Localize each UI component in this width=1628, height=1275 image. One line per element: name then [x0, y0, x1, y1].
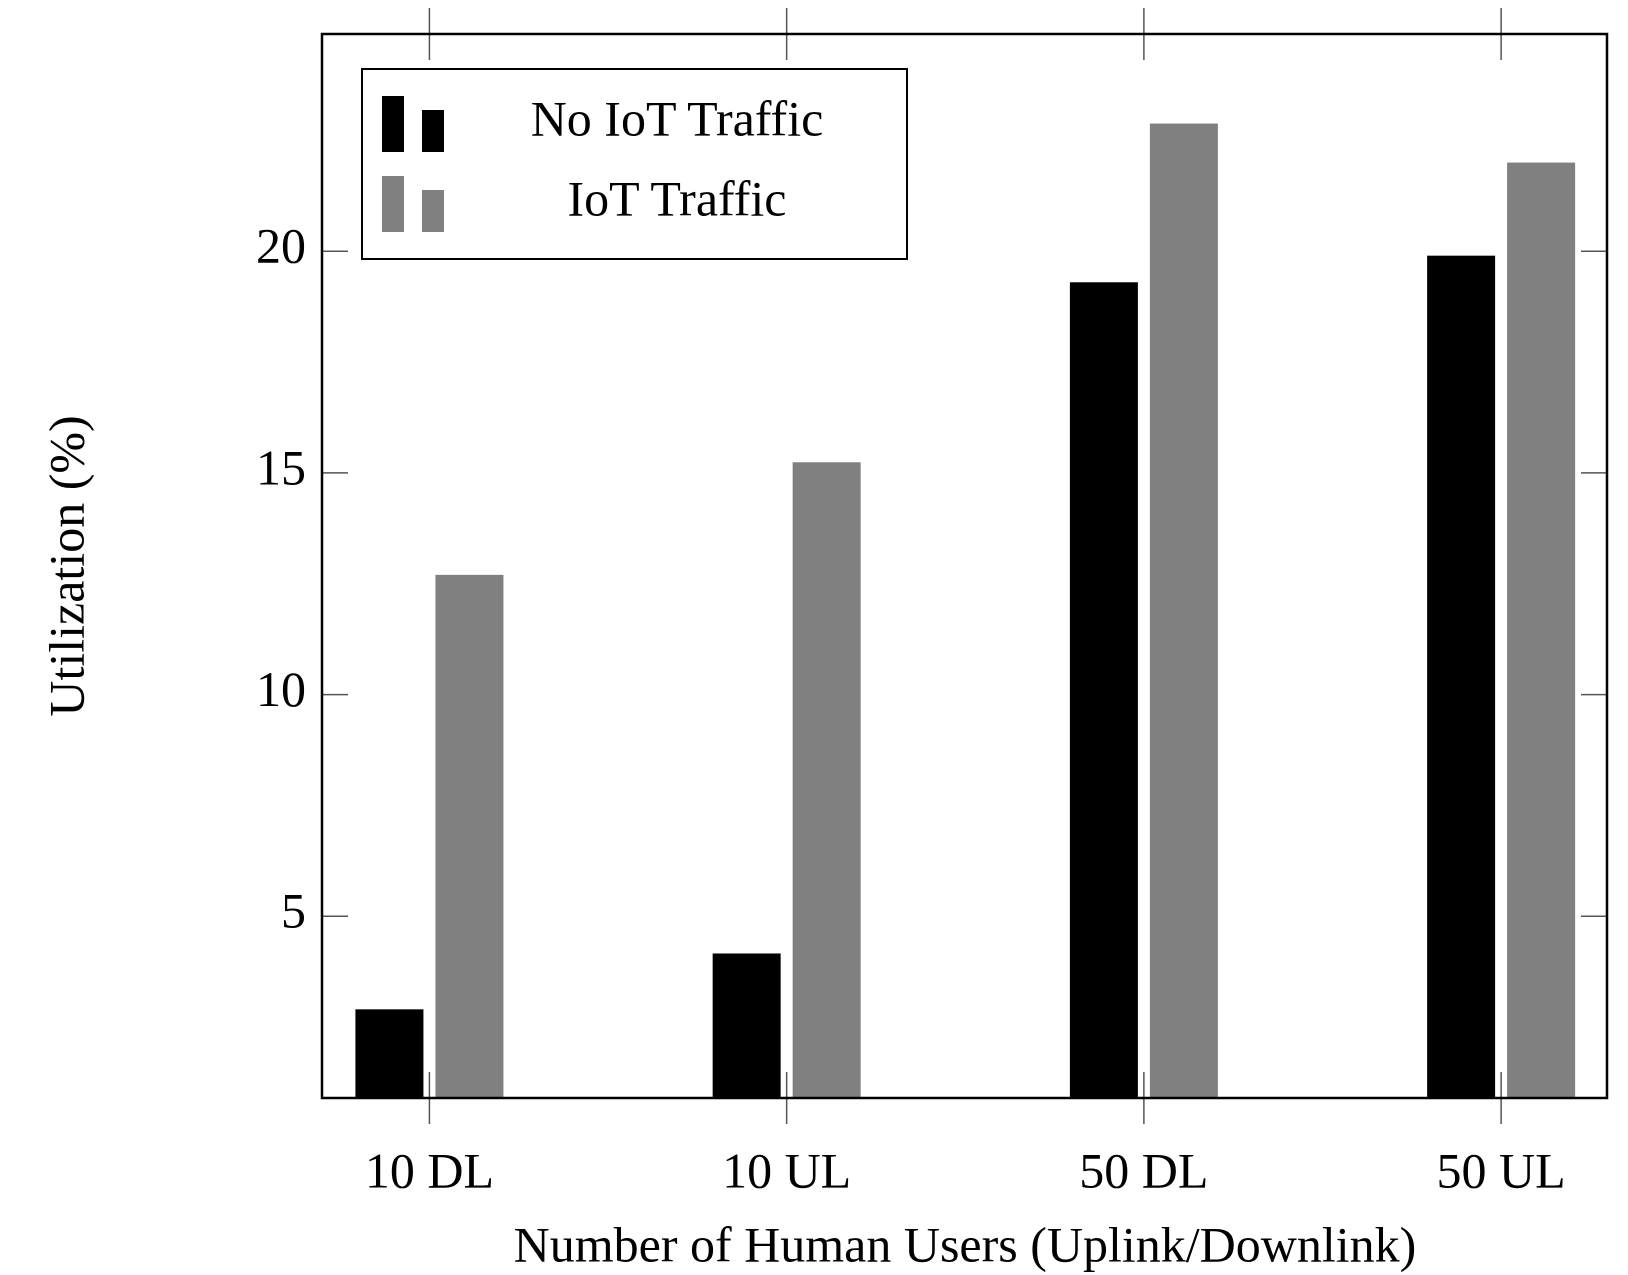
bar [355, 1009, 424, 1098]
bar [1507, 162, 1576, 1099]
y-axis-label: Utilization (%) [38, 415, 94, 716]
legend-swatch [422, 110, 444, 152]
x-tick-label: 10 UL [722, 1142, 851, 1198]
y-tick-label: 20 [256, 218, 306, 274]
y-tick-label: 10 [256, 661, 306, 717]
bar [712, 953, 781, 1098]
legend-label: IoT Traffic [568, 170, 787, 226]
legend-swatch [422, 190, 444, 232]
plot-frame [320, 32, 1609, 1100]
x-tick-label: 10 DL [365, 1142, 494, 1198]
bar [1427, 255, 1496, 1098]
y-tick-label: 5 [281, 883, 306, 939]
bar [1069, 282, 1138, 1098]
y-tick-label: 15 [256, 439, 306, 495]
bar [1149, 123, 1218, 1098]
legend-label: No IoT Traffic [531, 90, 824, 146]
x-axis-label: Number of Human Users (Uplink/Downlink) [514, 1216, 1417, 1272]
legend-box [361, 68, 908, 260]
bar [435, 574, 504, 1098]
legend-swatch [382, 176, 404, 232]
legend-swatch [382, 96, 404, 152]
x-tick-label: 50 UL [1437, 1142, 1566, 1198]
bar [792, 462, 861, 1098]
x-tick-label: 50 DL [1079, 1142, 1208, 1198]
